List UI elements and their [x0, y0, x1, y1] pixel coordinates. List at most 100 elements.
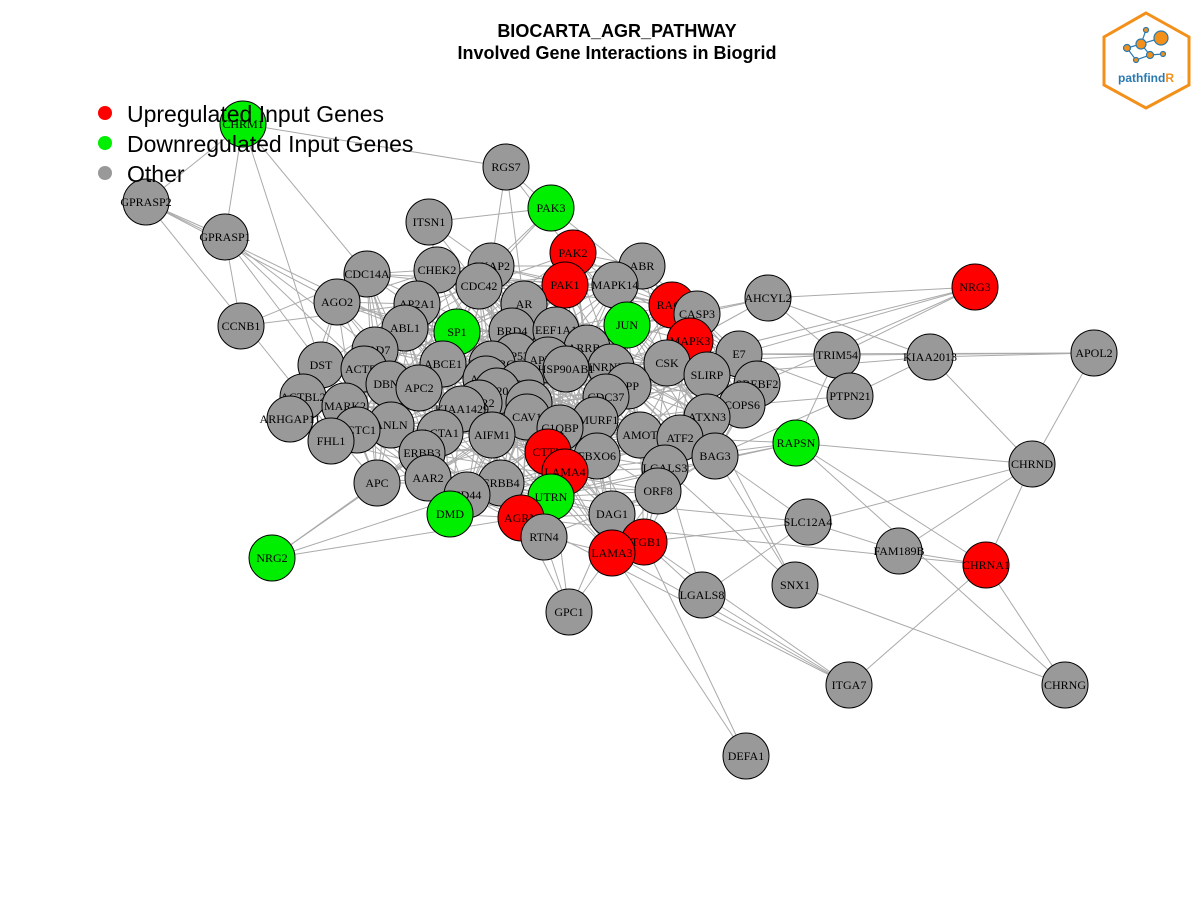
node-circle-lgals8 [678, 571, 726, 619]
edge-pak3-rac1 [550, 207, 673, 306]
edge-nrg3-e7 [738, 286, 976, 355]
node-smurf1[interactable]: SMURF1 [571, 396, 619, 444]
node-label-bag3: BAG3 [699, 449, 730, 463]
node-ahcyl2[interactable]: AHCYL2 [744, 274, 792, 322]
node-ago2[interactable]: AGO2 [313, 278, 361, 326]
node-kiaa2013[interactable]: KIAA2013 [903, 333, 957, 381]
title-line-1: BIOCARTA_AGR_PATHWAY [497, 21, 737, 41]
edge-nrg2-agrn [271, 517, 522, 559]
edge-defa1-itgb1 [643, 541, 747, 757]
node-arhgap11[interactable]: ARHGAP11 [260, 395, 321, 443]
node-chrna1[interactable]: CHRNA1 [962, 541, 1010, 589]
node-apol2[interactable]: APOL2 [1070, 329, 1118, 377]
node-hsp90ab1[interactable]: HSP90AB1 [538, 345, 595, 393]
node-label-aar2: AAR2 [412, 471, 443, 485]
node-label-pak1: PAK1 [551, 278, 580, 292]
node-ptpn21[interactable]: PTPN21 [826, 372, 874, 420]
node-cdc14a[interactable]: CDC14A [343, 250, 391, 298]
node-label-itgb1: ITGB1 [627, 535, 661, 549]
node-rapsn[interactable]: RAPSN [772, 419, 820, 467]
node-trim54[interactable]: TRIM54 [813, 331, 861, 379]
logo-text-accent: R [1165, 71, 1174, 85]
edge-nrg3-trim54 [836, 286, 976, 356]
node-circle-defa1 [722, 732, 770, 780]
node-circle-fhl1 [307, 417, 355, 465]
edge-gprasp2-abl1 [145, 201, 406, 329]
node-slc12a4[interactable]: SLC12A4 [784, 498, 833, 546]
node-label-sp1: SP1 [447, 325, 466, 339]
edge-gprasp1-brd7 [224, 236, 376, 351]
node-mapk14[interactable]: MAPK14 [591, 261, 639, 309]
node-gprasp1[interactable]: GPRASP1 [199, 213, 251, 261]
node-itga7[interactable]: ITGA7 [825, 661, 873, 709]
node-label-abr: ABR [630, 259, 655, 273]
node-lgals8[interactable]: LGALS8 [678, 571, 726, 619]
edge-itga7-lama3 [611, 552, 850, 686]
edge-chrnd-slc12a4 [807, 463, 1033, 523]
node-nrg3[interactable]: NRG3 [951, 263, 999, 311]
node-lama3[interactable]: LAMA3 [588, 529, 636, 577]
node-cdc42[interactable]: CDC42 [455, 262, 503, 310]
title-line-2: Involved Gene Interactions in Biogrid [457, 43, 777, 63]
node-circle-cdc14a [343, 250, 391, 298]
node-circle-gpc1 [545, 588, 593, 636]
node-label-trim54: TRIM54 [816, 348, 858, 362]
node-circle-apc [353, 459, 401, 507]
node-csk[interactable]: CSK [643, 339, 691, 387]
node-gprasp2[interactable]: GPRASP2 [120, 178, 172, 226]
node-label-pak3: PAK3 [537, 201, 566, 215]
node-nrg2[interactable]: NRG2 [248, 534, 296, 582]
node-rgs7[interactable]: RGS7 [482, 143, 530, 191]
legend-item-upregulated: Upregulated Input Genes [98, 101, 384, 127]
node-orf8[interactable]: ORF8 [634, 467, 682, 515]
node-label-itga7: ITGA7 [832, 678, 867, 692]
legend-swatch-other [98, 166, 112, 180]
node-snx1[interactable]: SNX1 [771, 561, 819, 609]
node-jun[interactable]: JUN [603, 301, 651, 349]
node-fam189b[interactable]: FAM189B [873, 527, 925, 575]
node-label-ar: AR [516, 297, 533, 311]
node-circle-chrna1 [962, 541, 1010, 589]
node-circle-arhgap11 [266, 395, 314, 443]
node-circle-gprasp1 [201, 213, 249, 261]
node-label-pak2: PAK2 [559, 246, 588, 260]
logo-text: pathfindR [1118, 71, 1174, 85]
node-label-utrn: UTRN [535, 490, 568, 504]
node-dmd[interactable]: DMD [426, 490, 474, 538]
node-pak3[interactable]: PAK3 [527, 184, 575, 232]
node-gpc1[interactable]: GPC1 [545, 588, 593, 636]
node-pak1[interactable]: PAK1 [541, 261, 589, 309]
node-apc[interactable]: APC [353, 459, 401, 507]
node-chrm1[interactable]: CHRM1 [219, 100, 267, 148]
node-circle-hsp90ab1 [542, 345, 590, 393]
node-layer: CHRM1GPRASP2GPRASP1RGS7PAK3ITSN1PAK2CKAP… [120, 100, 1118, 780]
edge-defa1-lama3 [611, 552, 747, 757]
node-amot[interactable]: AMOT [616, 411, 664, 459]
node-defa1[interactable]: DEFA1 [722, 732, 770, 780]
node-ccnb1[interactable]: CCNB1 [217, 302, 265, 350]
node-fhl1[interactable]: FHL1 [307, 417, 355, 465]
node-circle-bag3 [691, 432, 739, 480]
node-label-rapsn: RAPSN [777, 436, 816, 450]
node-abce1[interactable]: ABCE1 [419, 340, 467, 388]
node-label-slirp: SLIRP [691, 368, 724, 382]
node-circle-ccnb1 [217, 302, 265, 350]
legend-label-upregulated: Upregulated Input Genes [127, 101, 384, 127]
node-circle-apol2 [1070, 329, 1118, 377]
node-slirp[interactable]: SLIRP [683, 351, 731, 399]
node-label-casp3: CASP3 [679, 307, 715, 321]
node-label-ago2: AGO2 [321, 295, 353, 309]
legend-item-other: Other [98, 161, 185, 187]
node-bag3[interactable]: BAG3 [691, 432, 739, 480]
node-label-fam189b: FAM189B [873, 544, 924, 558]
node-apc2[interactable]: APC2 [395, 364, 443, 412]
node-label-csk: CSK [655, 356, 679, 370]
node-rtn4[interactable]: RTN4 [520, 513, 568, 561]
node-chrnd[interactable]: CHRND [1008, 440, 1056, 488]
node-chrng[interactable]: CHRNG [1041, 661, 1089, 709]
node-aifm1[interactable]: AIFM1 [468, 411, 516, 459]
node-aar2[interactable]: AAR2 [404, 454, 452, 502]
node-label-chrm1: CHRM1 [222, 117, 263, 131]
node-itsn1[interactable]: ITSN1 [405, 198, 453, 246]
pathfindr-logo: pathfindR [1102, 11, 1191, 110]
